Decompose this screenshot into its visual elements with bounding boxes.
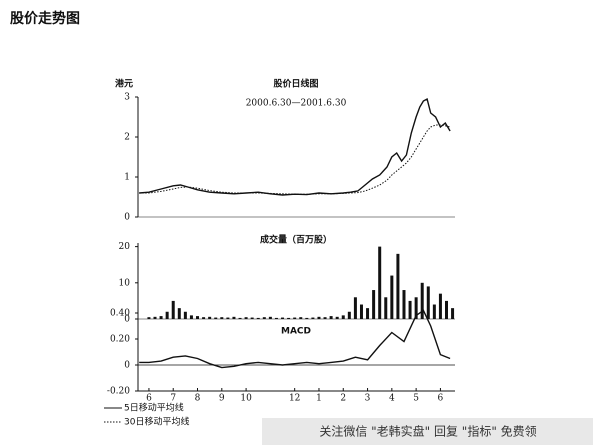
bar bbox=[274, 317, 278, 319]
y-tick-label: 10 bbox=[119, 278, 131, 288]
x-tick-label: 5 bbox=[413, 394, 419, 404]
y-tick-label: -0.20 bbox=[107, 387, 130, 397]
x-tick-label: 3 bbox=[365, 394, 371, 404]
bar bbox=[396, 253, 400, 319]
x-tick-label: 10 bbox=[240, 394, 252, 404]
x-tick-label: 6 bbox=[146, 394, 152, 404]
bar bbox=[335, 316, 339, 319]
legend-label: 30日移动平均线 bbox=[124, 416, 189, 428]
bar bbox=[353, 297, 357, 319]
bar bbox=[329, 316, 333, 319]
bar bbox=[281, 317, 285, 319]
bar bbox=[250, 317, 254, 319]
bar bbox=[323, 317, 327, 319]
bar bbox=[305, 317, 309, 319]
bar bbox=[244, 317, 248, 319]
x-tick-label: 9 bbox=[219, 394, 225, 404]
bar bbox=[293, 317, 297, 319]
bar bbox=[402, 290, 406, 319]
page-heading: 股价走势图 bbox=[10, 10, 80, 27]
bar bbox=[390, 275, 394, 319]
bar bbox=[165, 311, 169, 319]
bar bbox=[238, 317, 242, 319]
bar bbox=[317, 316, 321, 319]
bar bbox=[147, 317, 151, 319]
bar bbox=[232, 316, 236, 319]
y-tick-label: 0 bbox=[124, 361, 130, 371]
y-tick-label: 2 bbox=[124, 133, 130, 143]
bar bbox=[432, 304, 436, 319]
bar bbox=[268, 316, 272, 319]
legend-label: 5日移动平均线 bbox=[124, 402, 184, 414]
y-tick-label: 0 bbox=[124, 315, 130, 325]
bar bbox=[420, 282, 424, 319]
x-tick-label: 4 bbox=[389, 394, 395, 404]
panel-subtitle: 2000.6.30—2001.6.30 bbox=[246, 99, 347, 109]
watermark: 关注微信 "老韩实盘" 回复 "指标" 免费领 bbox=[319, 424, 536, 439]
bar bbox=[159, 316, 163, 319]
bar bbox=[341, 315, 345, 319]
y-tick-label: 1 bbox=[124, 173, 130, 183]
line-series bbox=[139, 124, 451, 195]
bar bbox=[287, 317, 291, 319]
x-tick-label: 8 bbox=[195, 394, 201, 404]
y-tick-label: 0 bbox=[124, 213, 130, 223]
bar bbox=[171, 300, 175, 319]
bar bbox=[438, 293, 442, 319]
bar bbox=[202, 317, 206, 319]
x-tick-label: 7 bbox=[170, 394, 176, 404]
bar bbox=[196, 316, 200, 319]
panel-title: MACD bbox=[281, 327, 311, 337]
bar bbox=[183, 311, 187, 319]
x-tick-label: 6 bbox=[438, 394, 444, 404]
panel-title: 成交量（百万股） bbox=[260, 234, 332, 246]
bar bbox=[372, 290, 376, 319]
watermark-box bbox=[262, 418, 593, 445]
bar bbox=[451, 308, 455, 319]
bar bbox=[384, 297, 388, 319]
y-axis-label: 港元 bbox=[115, 78, 133, 90]
bar bbox=[414, 297, 418, 319]
panel-title: 股价日线图 bbox=[273, 78, 318, 90]
line-series bbox=[139, 97, 451, 196]
x-tick-label: 1 bbox=[316, 394, 322, 404]
bar bbox=[366, 308, 370, 319]
y-tick-label: 0.20 bbox=[110, 335, 130, 345]
y-tick-label: 0.40 bbox=[110, 309, 130, 319]
bar bbox=[444, 300, 448, 319]
bar bbox=[359, 304, 363, 319]
bar bbox=[214, 317, 218, 319]
bar bbox=[153, 316, 157, 319]
bar bbox=[347, 311, 351, 319]
bar bbox=[189, 315, 193, 319]
bar bbox=[426, 286, 430, 319]
bar bbox=[226, 317, 230, 319]
bar bbox=[177, 308, 181, 319]
bar bbox=[311, 317, 315, 319]
y-tick-label: 3 bbox=[124, 93, 130, 103]
line-series bbox=[139, 309, 451, 369]
bar bbox=[299, 317, 303, 319]
bar bbox=[408, 300, 412, 319]
x-tick-label: 2 bbox=[340, 394, 346, 404]
bar bbox=[262, 317, 266, 319]
y-tick-label: 20 bbox=[119, 242, 131, 252]
bar bbox=[220, 317, 224, 319]
bar bbox=[208, 316, 212, 319]
bar bbox=[378, 246, 382, 319]
bar bbox=[256, 317, 260, 319]
x-tick-label: 12 bbox=[289, 394, 300, 404]
